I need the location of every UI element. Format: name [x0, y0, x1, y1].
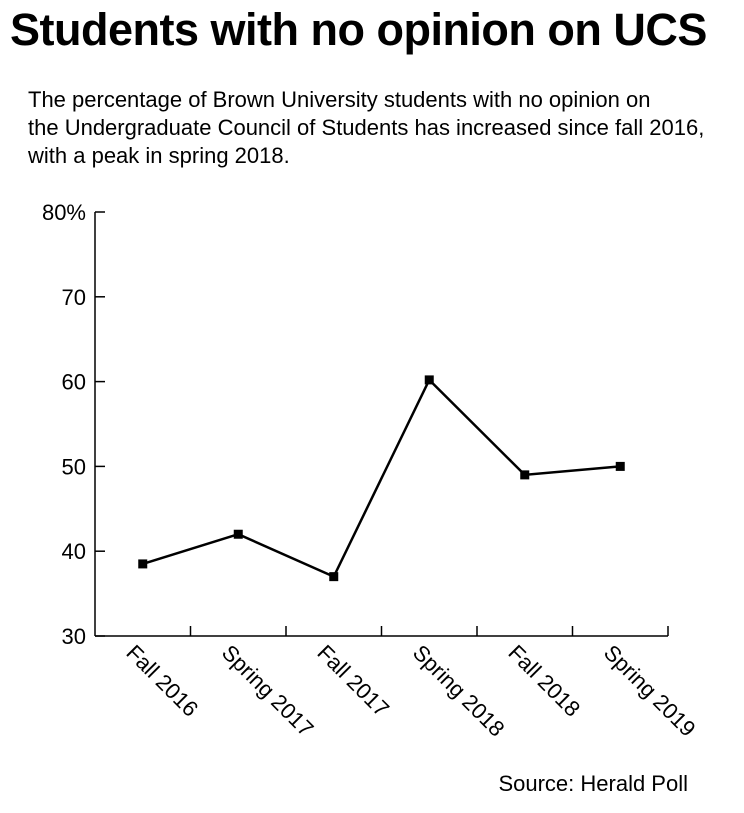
- x-tick-label: Spring 2017: [217, 640, 319, 742]
- data-point: [233, 529, 243, 539]
- data-point: [520, 470, 530, 480]
- x-tick-label: Fall 2017: [312, 640, 394, 722]
- subtitle-line: with a peak in spring 2018.: [28, 143, 290, 168]
- data-point: [138, 559, 148, 569]
- y-tick-label: 30: [62, 624, 86, 649]
- subtitle-line: the Undergraduate Council of Students ha…: [28, 115, 705, 140]
- x-tick-label: Spring 2019: [599, 640, 701, 742]
- y-tick-label: 70: [62, 285, 86, 310]
- x-tick-label: Spring 2018: [408, 640, 510, 742]
- y-tick-label: 40: [62, 539, 86, 564]
- y-tick-label: 80%: [42, 200, 86, 225]
- y-tick-label: 60: [62, 370, 86, 395]
- chart-title: Students with no opinion on UCS: [10, 4, 707, 55]
- x-tick-label: Fall 2016: [121, 640, 203, 722]
- y-tick-label: 50: [62, 454, 86, 479]
- subtitle-line: The percentage of Brown University stude…: [28, 87, 651, 112]
- data-point: [615, 461, 625, 471]
- source-note: Source: Herald Poll: [498, 771, 688, 796]
- series-line: [142, 377, 621, 579]
- chart-subtitle: The percentage of Brown University stude…: [28, 86, 728, 170]
- x-tick-label: Fall 2018: [503, 640, 585, 722]
- data-point: [424, 375, 434, 385]
- data-point: [329, 572, 339, 582]
